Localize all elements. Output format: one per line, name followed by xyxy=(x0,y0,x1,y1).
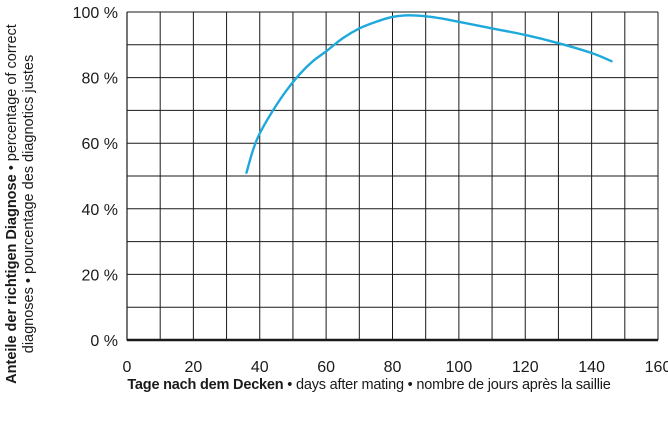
x-tick-label: 100 xyxy=(446,359,473,376)
y-axis-label-line2: diagnoses • pourcentage des diagnotics j… xyxy=(21,4,38,404)
x-axis-label: Tage nach dem Decken • days after mating… xyxy=(70,377,668,393)
x-axis-label-bold: Tage nach dem Decken xyxy=(127,377,283,393)
y-axis-label-rest: • percentage of correct xyxy=(4,24,20,174)
x-tick-label: 120 xyxy=(512,359,539,376)
y-tick-label: 80 % xyxy=(82,71,118,88)
y-tick-label: 60 % xyxy=(82,136,118,153)
x-tick-label: 60 xyxy=(317,359,335,376)
y-tick-label: 20 % xyxy=(82,267,118,284)
y-tick-label: 0 % xyxy=(90,333,118,350)
chart-grid xyxy=(127,12,658,340)
y-tick-label: 40 % xyxy=(82,202,118,219)
x-tick-label: 40 xyxy=(251,359,269,376)
x-tick-label: 160 xyxy=(645,359,668,376)
x-tick-label: 0 xyxy=(123,359,132,376)
x-tick-label: 140 xyxy=(578,359,605,376)
x-tick-label: 20 xyxy=(184,359,202,376)
y-axis-label: Anteile der richtigen Diagnose • percent… xyxy=(4,4,44,404)
y-axis-label-line1: Anteile der richtigen Diagnose • percent… xyxy=(4,4,21,404)
x-tick-label: 80 xyxy=(384,359,402,376)
series-line xyxy=(246,15,611,172)
chart-series xyxy=(246,15,611,172)
x-axis-label-rest: • days after mating • nombre de jours ap… xyxy=(283,377,610,393)
y-tick-label: 100 % xyxy=(73,5,118,22)
y-axis-label-bold: Anteile der richtigen Diagnose xyxy=(4,174,20,384)
tick-labels: 0 20 40 60 80 100 120 140 160 0 % 20 % 40 % 60 % 80 %… xyxy=(73,5,668,376)
